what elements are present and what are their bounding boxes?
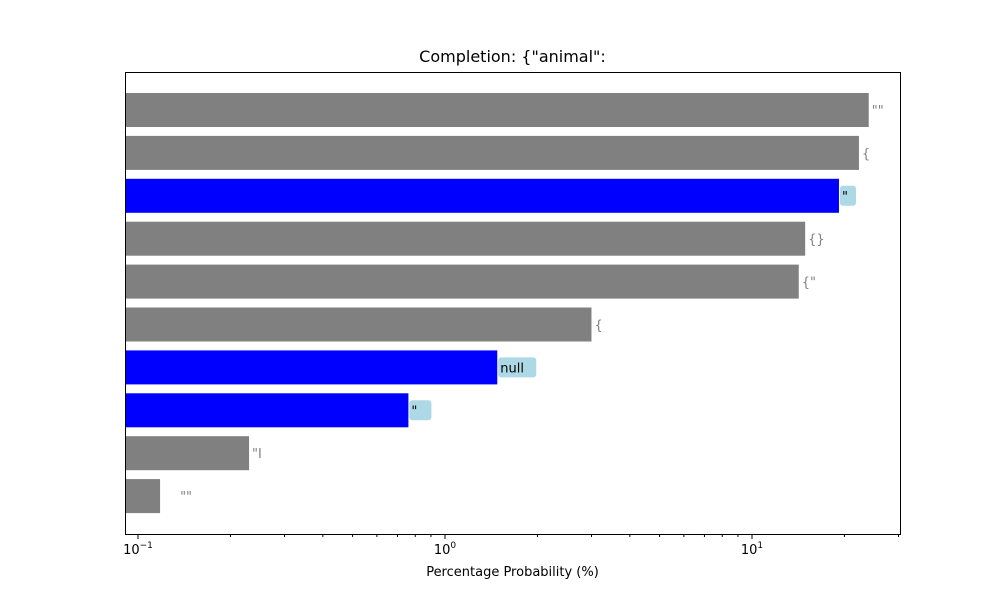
bar-label-1: ""	[872, 104, 884, 119]
bars-layer	[126, 93, 869, 514]
plot-frame	[125, 72, 901, 535]
x-axis-label: Percentage Probability (%)	[426, 565, 599, 580]
bar-label-2: {	[862, 147, 870, 162]
x-axis-ticks: 10−1 100 101	[123, 534, 899, 558]
bar-4	[126, 221, 806, 256]
bar-5	[126, 264, 799, 299]
bar-9	[126, 436, 250, 471]
bar-label-highlight-3	[839, 185, 856, 206]
bar-7	[126, 350, 498, 385]
bar-1	[126, 93, 869, 127]
bar-label-7: null	[500, 361, 524, 376]
bar-label-3: "	[842, 190, 848, 205]
bar-label-8: "	[411, 404, 417, 419]
x-tick-label-2: 100	[434, 541, 457, 558]
bar-label-4: {}	[808, 233, 825, 248]
bar-8	[126, 393, 409, 428]
bar-6	[126, 307, 592, 342]
bar-label-6: {	[594, 319, 602, 334]
x-tick-label-1: 10−1	[123, 541, 153, 558]
bar-2	[126, 135, 859, 170]
x-tick-label-3: 101	[741, 541, 763, 558]
bar-label-5: {"	[802, 276, 816, 291]
bar-3	[126, 178, 839, 213]
bar-label-highlight-7	[498, 357, 537, 378]
bar-label-9: "I	[252, 447, 262, 462]
bar-10	[126, 479, 161, 514]
chart-title: Completion: {"animal":	[419, 47, 606, 66]
bar-label-10: ""	[180, 490, 192, 505]
bar-labels-layer: ""{"{}{"{null ""I ""	[180, 104, 884, 505]
bar-label-highlight-8	[409, 400, 432, 421]
